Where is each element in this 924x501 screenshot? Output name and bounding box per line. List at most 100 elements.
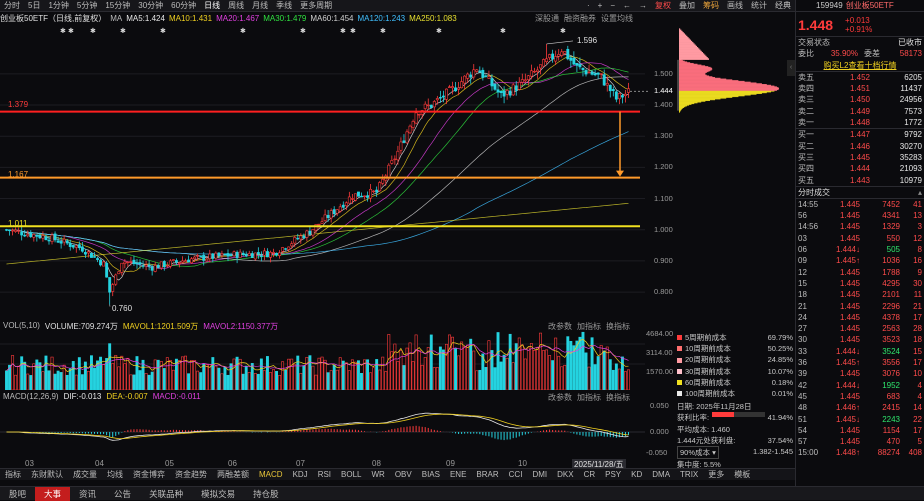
bottom-tab-6[interactable]: 持仓股 bbox=[244, 487, 288, 501]
indicator-tab-1[interactable]: 东财默认 bbox=[26, 469, 68, 480]
left-icon[interactable]: ← bbox=[619, 0, 635, 12]
candle bbox=[118, 272, 120, 274]
period-tab-10[interactable]: 季线 bbox=[272, 0, 296, 12]
period-tab-0[interactable]: 分时 bbox=[0, 0, 24, 12]
chip-row-value: 10.07% bbox=[768, 366, 793, 377]
indicator-tab-19[interactable]: CR bbox=[579, 470, 601, 479]
toolbar-right-4[interactable]: 统计 bbox=[747, 0, 771, 12]
period-tab-3[interactable]: 5分钟 bbox=[73, 0, 101, 12]
event-marker[interactable]: ✱ bbox=[560, 27, 566, 35]
event-marker[interactable]: ✱ bbox=[350, 27, 356, 35]
more-icon[interactable]: · bbox=[583, 0, 594, 12]
event-marker[interactable]: ✱ bbox=[160, 27, 166, 35]
toolbar-right-3[interactable]: 画线 bbox=[723, 0, 747, 12]
indicator-tab-0[interactable]: 指标 bbox=[0, 469, 26, 480]
indicator-tab-11[interactable]: WR bbox=[367, 470, 390, 479]
indicator-tab-23[interactable]: TRIX bbox=[675, 470, 703, 479]
trade-time: 06 bbox=[798, 244, 826, 255]
indicator-tab-25[interactable]: 模板 bbox=[729, 469, 755, 480]
volume-chart[interactable] bbox=[0, 330, 677, 390]
bottom-tab-5[interactable]: 模拟交易 bbox=[192, 487, 244, 501]
order-price: 1.450 bbox=[828, 94, 870, 105]
tool-set-ma[interactable]: 设置均线 bbox=[601, 13, 633, 24]
bottom-tab-4[interactable]: 关联品种 bbox=[140, 487, 192, 501]
l2-link[interactable]: 购买L2查看十档行情 bbox=[824, 60, 897, 71]
toolbar-right-5[interactable]: 经典 bbox=[771, 0, 795, 12]
indicator-tab-5[interactable]: 资金趋势 bbox=[170, 469, 212, 480]
indicator-tab-4[interactable]: 资金博弈 bbox=[128, 469, 170, 480]
volume-bar bbox=[497, 332, 499, 390]
bottom-tab-2[interactable]: 资讯 bbox=[70, 487, 105, 501]
bottom-tab-0[interactable]: 股吧 bbox=[0, 487, 35, 501]
trade-time: 54 bbox=[798, 425, 826, 436]
volume-bar bbox=[445, 344, 447, 390]
indicator-tab-3[interactable]: 均线 bbox=[102, 469, 128, 480]
candle bbox=[96, 258, 98, 259]
event-marker[interactable]: ✱ bbox=[300, 27, 306, 35]
candle bbox=[439, 97, 441, 98]
period-tab-5[interactable]: 30分钟 bbox=[134, 0, 167, 12]
event-marker[interactable]: ✱ bbox=[436, 27, 442, 35]
event-marker[interactable]: ✱ bbox=[68, 27, 74, 35]
range-select[interactable]: 90%成本 ▾ bbox=[677, 446, 719, 459]
volume-bar bbox=[297, 356, 299, 390]
indicator-tab-7[interactable]: MACD bbox=[254, 470, 288, 479]
candle bbox=[545, 59, 547, 62]
indicator-tab-10[interactable]: BOLL bbox=[336, 470, 366, 479]
period-tab-8[interactable]: 周线 bbox=[224, 0, 248, 12]
macd-chart[interactable] bbox=[0, 401, 677, 458]
event-marker[interactable]: ✱ bbox=[240, 27, 246, 35]
volume-bar bbox=[269, 372, 271, 390]
event-marker[interactable]: ✱ bbox=[120, 27, 126, 35]
tool-margin[interactable]: 融资融券 bbox=[564, 13, 596, 24]
period-tab-1[interactable]: 5日 bbox=[24, 0, 44, 12]
indicator-tab-22[interactable]: DMA bbox=[647, 470, 675, 479]
indicator-tab-13[interactable]: BIAS bbox=[417, 470, 445, 479]
panel-toggle-icon[interactable]: ‹ bbox=[787, 60, 795, 76]
indicator-tab-2[interactable]: 成交量 bbox=[68, 469, 102, 480]
period-tab-11[interactable]: 更多周期 bbox=[296, 0, 336, 12]
volume-bar bbox=[321, 357, 323, 390]
chip-row-label: 60周期前成本 bbox=[677, 377, 731, 388]
indicator-tab-20[interactable]: PSY bbox=[600, 470, 626, 479]
period-tab-9[interactable]: 月线 bbox=[248, 0, 272, 12]
volume-bar bbox=[454, 349, 456, 390]
period-tab-7[interactable]: 日线 bbox=[200, 0, 224, 12]
right-icon[interactable]: → bbox=[635, 0, 651, 12]
bottom-tab-3[interactable]: 公告 bbox=[105, 487, 140, 501]
indicator-tab-18[interactable]: DKX bbox=[552, 470, 578, 479]
indicator-tab-6[interactable]: 两融差额 bbox=[212, 469, 254, 480]
event-marker[interactable]: ✱ bbox=[60, 27, 66, 35]
period-tab-2[interactable]: 1分钟 bbox=[44, 0, 72, 12]
indicator-tab-17[interactable]: DMI bbox=[527, 470, 552, 479]
zoom-in-icon[interactable]: + bbox=[594, 0, 607, 12]
period-tab-4[interactable]: 15分钟 bbox=[101, 0, 134, 12]
volume-bar bbox=[436, 367, 438, 390]
bottom-tab-1[interactable]: 大事 bbox=[35, 487, 70, 501]
indicator-tab-9[interactable]: RSI bbox=[313, 470, 336, 479]
indicator-tab-8[interactable]: KDJ bbox=[288, 470, 313, 479]
event-marker[interactable]: ✱ bbox=[340, 27, 346, 35]
kline-chart[interactable]: ✱✱✱✱✱✱✱✱✱✱✱✱✱ bbox=[0, 24, 677, 317]
ma250-line bbox=[7, 203, 629, 264]
indicator-tab-14[interactable]: ENE bbox=[445, 470, 471, 479]
indicator-tab-12[interactable]: OBV bbox=[390, 470, 417, 479]
toolbar-right-1[interactable]: 叠加 bbox=[675, 0, 699, 12]
indicator-tab-21[interactable]: KD bbox=[626, 470, 647, 479]
event-marker[interactable]: ✱ bbox=[380, 27, 386, 35]
event-marker[interactable]: ✱ bbox=[90, 27, 96, 35]
toolbar-right-0[interactable]: 复权 bbox=[651, 0, 675, 12]
zoom-out-icon[interactable]: − bbox=[606, 0, 619, 12]
indicator-tab-15[interactable]: BRAR bbox=[471, 470, 503, 479]
toolbar-right-2[interactable]: 筹码 bbox=[699, 0, 723, 12]
indicator-tab-24[interactable]: 更多 bbox=[703, 469, 729, 480]
tool-hk-connect[interactable]: 深股通 bbox=[535, 13, 559, 24]
event-marker[interactable]: ✱ bbox=[500, 27, 506, 35]
trade-volume: 1952 bbox=[860, 380, 900, 391]
period-tab-6[interactable]: 60分钟 bbox=[167, 0, 200, 12]
trade-time: 33 bbox=[798, 346, 826, 357]
indicator-tab-16[interactable]: CCI bbox=[504, 470, 528, 479]
collapse-icon[interactable]: ▴ bbox=[918, 187, 922, 198]
candle bbox=[582, 68, 584, 70]
